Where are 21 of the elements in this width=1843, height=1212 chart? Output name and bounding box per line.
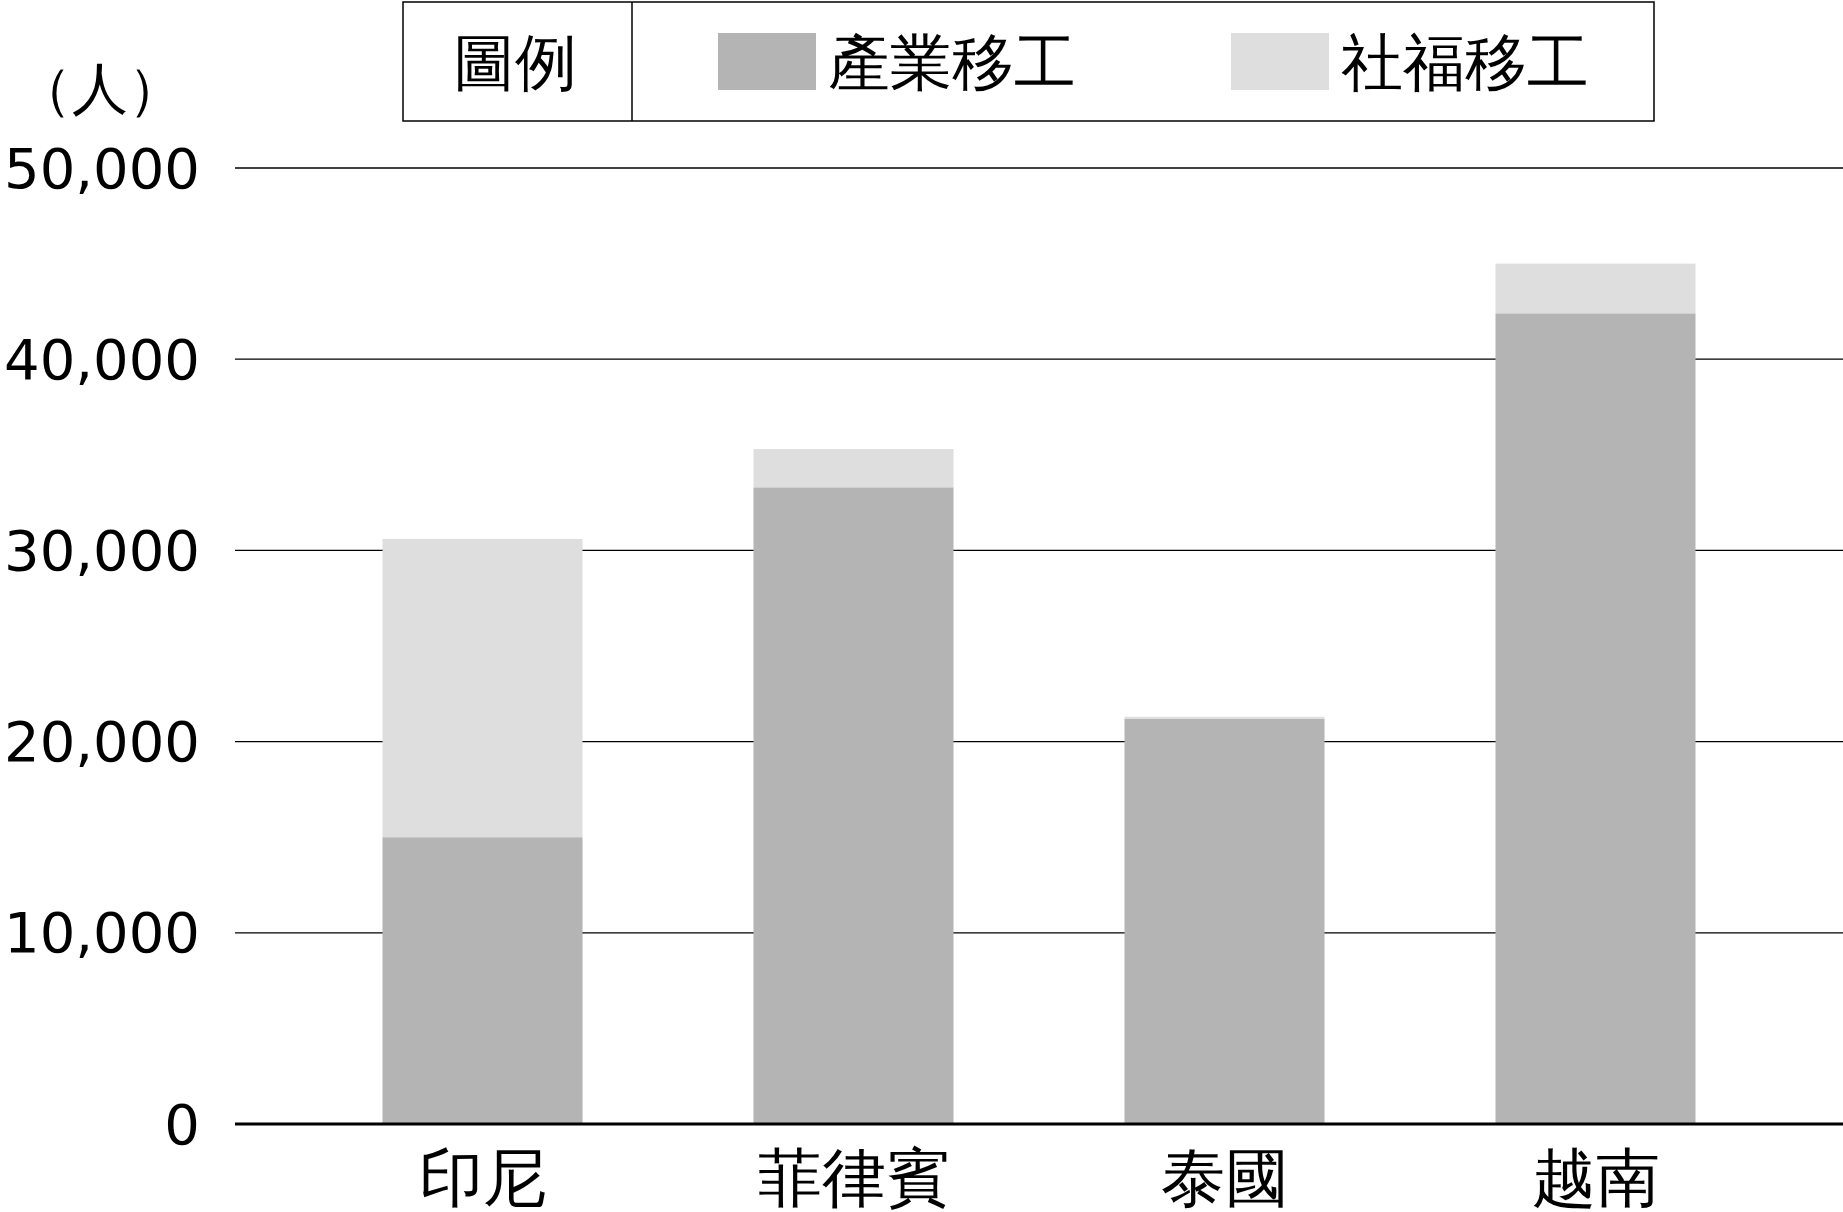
- bar: [753, 449, 954, 488]
- y-tick-label: 0: [164, 1091, 200, 1157]
- y-tick-label: 10,000: [4, 900, 200, 966]
- legend-label: 社福移工: [1341, 25, 1589, 99]
- x-tick-label: 越南: [1531, 1141, 1660, 1212]
- y-tick-label: 50,000: [4, 135, 200, 201]
- bar: [1124, 718, 1325, 1124]
- legend-title: 圖例: [453, 25, 577, 99]
- legend-label: 產業移工: [828, 25, 1076, 99]
- bar: [382, 538, 583, 838]
- y-tick-label: 20,000: [4, 709, 200, 775]
- x-tick-label: 菲律賓: [757, 1141, 950, 1212]
- y-axis-title: （人）: [16, 55, 184, 121]
- bar: [382, 837, 583, 1124]
- y-tick-label: 30,000: [4, 517, 200, 583]
- bar: [753, 487, 954, 1124]
- y-tick-label: 40,000: [4, 326, 200, 392]
- x-tick-label: 泰國: [1160, 1141, 1289, 1212]
- bar: [1495, 313, 1696, 1124]
- bar: [1495, 263, 1696, 314]
- x-tick-label: 印尼: [418, 1141, 547, 1212]
